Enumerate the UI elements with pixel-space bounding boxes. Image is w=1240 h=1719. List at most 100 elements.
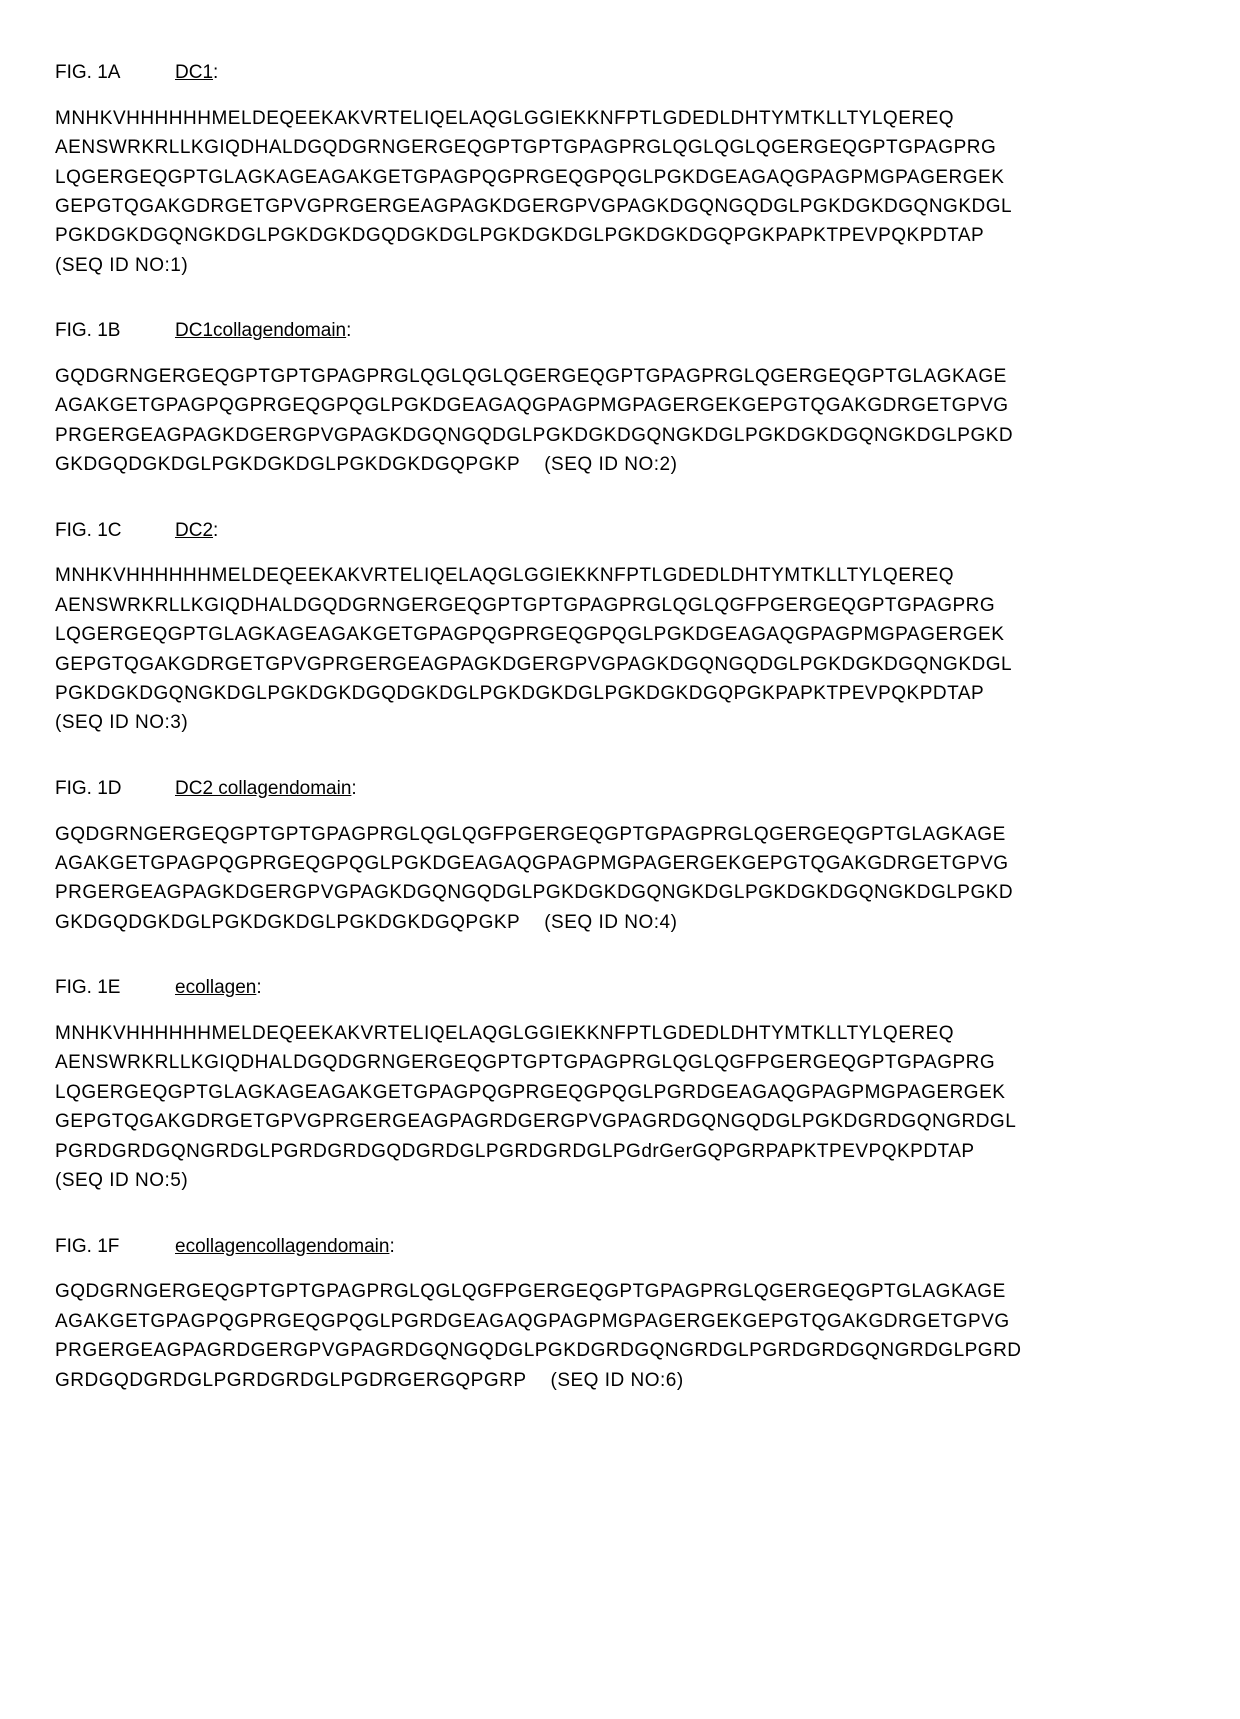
figure-heading: FIG. 1Fecollagencollagendomain: <box>55 1234 1185 1260</box>
sequence-line: LQGERGEQGPTGLAGKAGEAGAKGETGPAGPQGPRGEQGP… <box>55 1078 1185 1107</box>
figure-section: FIG. 1Fecollagencollagendomain: GQDGRNGER… <box>55 1234 1185 1395</box>
figure-label: FIG. 1C <box>55 518 175 544</box>
sequence-line: GKDGQDGKDGLPGKDGKDGLPGKDGKDGQPGKP (SEQ ID… <box>55 450 1185 479</box>
seq-id: (SEQ ID NO:6) <box>551 1370 684 1391</box>
figure-section: FIG. 1BDC1collagendomain: GQDGRNGERGEQGPT… <box>55 318 1185 479</box>
figure-heading: FIG. 1CDC2: <box>55 518 1185 544</box>
seq-id-line: (SEQ ID NO:3) <box>55 708 1185 737</box>
sequence-text: GRDGQDGRDGLPGRDGRDGLPGDRGERGQPGRP <box>55 1370 527 1391</box>
sequence-line: GEPGTQGAKGDRGETGPVGPRGERGEAGPAGKDGERGPVG… <box>55 650 1185 679</box>
sequence-text: PRGERGEAGPAGKDGERGPVGPAGKDGQNGQDGLPGKDGK… <box>55 425 1013 446</box>
sequence-line: MNHKVHHHHHHMELDEQEEKAKVRTELIQELAQGLGGIEK… <box>55 561 1185 590</box>
figure-label: FIG. 1E <box>55 975 175 1001</box>
seq-id: (SEQ ID NO:5) <box>55 1170 188 1191</box>
figure-heading: FIG. 1ADC1: <box>55 60 1185 86</box>
sequence-line: AGAKGETGPAGPQGPRGEQGPQGLPGRDGEAGAQGPAGPM… <box>55 1307 1185 1336</box>
colon: : <box>346 320 351 341</box>
document-body: FIG. 1ADC1: MNHKVHHHHHHMELDEQEEKAKVRTELIQ… <box>55 60 1185 1395</box>
sequence-text: AENSWRKRLLKGIQDHALDGQDGRNGERGEQGPTGPTGPA… <box>55 595 995 616</box>
figure-heading: FIG. 1BDC1collagendomain: <box>55 318 1185 344</box>
figure-label: FIG. 1B <box>55 318 175 344</box>
sequence-line: GEPGTQGAKGDRGETGPVGPRGERGEAGPAGKDGERGPVG… <box>55 192 1185 221</box>
sequence-line: GRDGQDGRDGLPGRDGRDGLPGDRGERGQPGRP (SEQ ID… <box>55 1366 1185 1395</box>
sequence-text: AENSWRKRLLKGIQDHALDGQDGRNGERGEQGPTGPTGPA… <box>55 137 996 158</box>
figure-section: FIG. 1CDC2: MNHKVHHHHHHMELDEQEEKAKVRTELIQ… <box>55 518 1185 738</box>
figure-title: ecollagen <box>175 977 256 998</box>
sequence-line: GQDGRNGERGEQGPTGPTGPAGPRGLQGLQGFPGERGEQG… <box>55 1277 1185 1306</box>
seq-id-line: (SEQ ID NO:1) <box>55 251 1185 280</box>
figure-title: DC2 <box>175 520 213 541</box>
sequence-block: MNHKVHHHHHHMELDEQEEKAKVRTELIQELAQGLGGIEK… <box>55 104 1185 281</box>
sequence-line: GQDGRNGERGEQGPTGPTGPAGPRGLQGLQGFPGERGEQG… <box>55 820 1185 849</box>
sequence-text: AGAKGETGPAGPQGPRGEQGPQGLPGKDGEAGAQGPAGPM… <box>55 853 1009 874</box>
sequence-line: MNHKVHHHHHHMELDEQEEKAKVRTELIQELAQGLGGIEK… <box>55 1019 1185 1048</box>
figure-heading: FIG. 1DDC2 collagendomain: <box>55 776 1185 802</box>
figure-title: DC1collagendomain <box>175 320 346 341</box>
figure-label: FIG. 1A <box>55 60 175 86</box>
colon: : <box>256 977 261 998</box>
figure-label: FIG. 1D <box>55 776 175 802</box>
sequence-line: LQGERGEQGPTGLAGKAGEAGAKGETGPAGPQGPRGEQGP… <box>55 620 1185 649</box>
sequence-text: PRGERGEAGPAGRDGERGPVGPAGRDGQNGQDGLPGKDGR… <box>55 1340 1022 1361</box>
sequence-text: AENSWRKRLLKGIQDHALDGQDGRNGERGEQGPTGPTGPA… <box>55 1052 995 1073</box>
sequence-block: MNHKVHHHHHHMELDEQEEKAKVRTELIQELAQGLGGIEK… <box>55 561 1185 738</box>
seq-id: (SEQ ID NO:2) <box>544 454 677 475</box>
sequence-line: MNHKVHHHHHHMELDEQEEKAKVRTELIQELAQGLGGIEK… <box>55 104 1185 133</box>
sequence-text: PRGERGEAGPAGKDGERGPVGPAGKDGQNGQDGLPGKDGK… <box>55 882 1013 903</box>
sequence-line: AENSWRKRLLKGIQDHALDGQDGRNGERGEQGPTGPTGPA… <box>55 1048 1185 1077</box>
sequence-line: AENSWRKRLLKGIQDHALDGQDGRNGERGEQGPTGPTGPA… <box>55 591 1185 620</box>
figure-heading: FIG. 1Eecollagen: <box>55 975 1185 1001</box>
sequence-line: AGAKGETGPAGPQGPRGEQGPQGLPGKDGEAGAQGPAGPM… <box>55 391 1185 420</box>
sequence-text: GKDGQDGKDGLPGKDGKDGLPGKDGKDGQPGKP <box>55 454 520 475</box>
sequence-text: MNHKVHHHHHHMELDEQEEKAKVRTELIQELAQGLGGIEK… <box>55 108 954 129</box>
sequence-text: GQDGRNGERGEQGPTGPTGPAGPRGLQGLQGFPGERGEQG… <box>55 824 1006 845</box>
seq-id-line: (SEQ ID NO:5) <box>55 1166 1185 1195</box>
sequence-text: LQGERGEQGPTGLAGKAGEAGAKGETGPAGPQGPRGEQGP… <box>55 624 1004 645</box>
sequence-line: PGKDGKDGQNGKDGLPGKDGKDGQDGKDGLPGKDGKDGLP… <box>55 679 1185 708</box>
figure-section: FIG. 1DDC2 collagendomain: GQDGRNGERGEQGP… <box>55 776 1185 937</box>
colon: : <box>213 62 218 83</box>
colon: : <box>389 1236 394 1257</box>
colon: : <box>213 520 218 541</box>
figure-title: DC2 collagendomain <box>175 778 351 799</box>
sequence-block: GQDGRNGERGEQGPTGPTGPAGPRGLQGLQGLQGERGEQG… <box>55 362 1185 480</box>
sequence-line: AENSWRKRLLKGIQDHALDGQDGRNGERGEQGPTGPTGPA… <box>55 133 1185 162</box>
figure-section: FIG. 1Eecollagen: MNHKVHHHHHHMELDEQEEKAKV… <box>55 975 1185 1195</box>
seq-id: (SEQ ID NO:4) <box>544 912 677 933</box>
sequence-block: GQDGRNGERGEQGPTGPTGPAGPRGLQGLQGFPGERGEQG… <box>55 1277 1185 1395</box>
sequence-line: LQGERGEQGPTGLAGKAGEAGAKGETGPAGPQGPRGEQGP… <box>55 163 1185 192</box>
sequence-line: PRGERGEAGPAGKDGERGPVGPAGKDGQNGQDGLPGKDGK… <box>55 878 1185 907</box>
figure-title: ecollagencollagendomain <box>175 1236 389 1257</box>
colon: : <box>351 778 356 799</box>
sequence-line: PRGERGEAGPAGRDGERGPVGPAGRDGQNGQDGLPGKDGR… <box>55 1336 1185 1365</box>
sequence-text: LQGERGEQGPTGLAGKAGEAGAKGETGPAGPQGPRGEQGP… <box>55 1082 1005 1103</box>
sequence-text: GEPGTQGAKGDRGETGPVGPRGERGEAGPAGKDGERGPVG… <box>55 654 1012 675</box>
seq-id: (SEQ ID NO:1) <box>55 255 188 276</box>
sequence-text: PGKDGKDGQNGKDGLPGKDGKDGQDGKDGLPGKDGKDGLP… <box>55 683 984 704</box>
sequence-line: GQDGRNGERGEQGPTGPTGPAGPRGLQGLQGLQGERGEQG… <box>55 362 1185 391</box>
sequence-text: AGAKGETGPAGPQGPRGEQGPQGLPGKDGEAGAQGPAGPM… <box>55 395 1009 416</box>
seq-id: (SEQ ID NO:3) <box>55 712 188 733</box>
sequence-text: PGKDGKDGQNGKDGLPGKDGKDGQDGKDGLPGKDGKDGLP… <box>55 225 984 246</box>
sequence-text: LQGERGEQGPTGLAGKAGEAGAKGETGPAGPQGPRGEQGP… <box>55 167 1004 188</box>
sequence-line: GEPGTQGAKGDRGETGPVGPRGERGEAGPAGRDGERGPVG… <box>55 1107 1185 1136</box>
sequence-text: GQDGRNGERGEQGPTGPTGPAGPRGLQGLQGLQGERGEQG… <box>55 366 1007 387</box>
sequence-line: PGKDGKDGQNGKDGLPGKDGKDGQDGKDGLPGKDGKDGLP… <box>55 221 1185 250</box>
sequence-text: GQDGRNGERGEQGPTGPTGPAGPRGLQGLQGFPGERGEQG… <box>55 1281 1006 1302</box>
sequence-line: PGRDGRDGQNGRDGLPGRDGRDGQDGRDGLPGRDGRDGLP… <box>55 1137 1185 1166</box>
sequence-text: PGRDGRDGQNGRDGLPGRDGRDGQDGRDGLPGRDGRDGLP… <box>55 1141 975 1162</box>
sequence-text: GEPGTQGAKGDRGETGPVGPRGERGEAGPAGKDGERGPVG… <box>55 196 1012 217</box>
sequence-block: GQDGRNGERGEQGPTGPTGPAGPRGLQGLQGFPGERGEQG… <box>55 820 1185 938</box>
sequence-text: GEPGTQGAKGDRGETGPVGPRGERGEAGPAGRDGERGPVG… <box>55 1111 1016 1132</box>
sequence-text: MNHKVHHHHHHMELDEQEEKAKVRTELIQELAQGLGGIEK… <box>55 1023 954 1044</box>
sequence-text: MNHKVHHHHHHMELDEQEEKAKVRTELIQELAQGLGGIEK… <box>55 565 954 586</box>
sequence-line: PRGERGEAGPAGKDGERGPVGPAGKDGQNGQDGLPGKDGK… <box>55 421 1185 450</box>
figure-title: DC1 <box>175 62 213 83</box>
sequence-text: AGAKGETGPAGPQGPRGEQGPQGLPGRDGEAGAQGPAGPM… <box>55 1311 1010 1332</box>
figure-label: FIG. 1F <box>55 1234 175 1260</box>
figure-section: FIG. 1ADC1: MNHKVHHHHHHMELDEQEEKAKVRTELIQ… <box>55 60 1185 280</box>
sequence-block: MNHKVHHHHHHMELDEQEEKAKVRTELIQELAQGLGGIEK… <box>55 1019 1185 1196</box>
sequence-text: GKDGQDGKDGLPGKDGKDGLPGKDGKDGQPGKP <box>55 912 520 933</box>
sequence-line: AGAKGETGPAGPQGPRGEQGPQGLPGKDGEAGAQGPAGPM… <box>55 849 1185 878</box>
sequence-line: GKDGQDGKDGLPGKDGKDGLPGKDGKDGQPGKP (SEQ ID… <box>55 908 1185 937</box>
